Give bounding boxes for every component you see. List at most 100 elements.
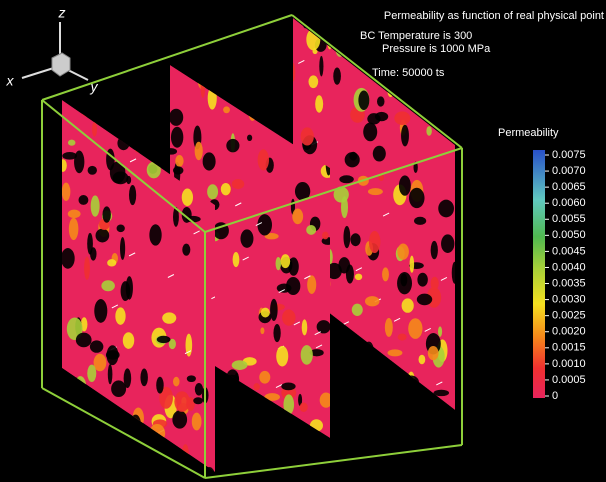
blob xyxy=(222,407,226,422)
blob xyxy=(164,442,172,466)
colorbar-tick-label: 0.0015 xyxy=(552,342,586,354)
blob xyxy=(120,237,125,260)
blob xyxy=(302,319,308,335)
blob xyxy=(397,244,409,260)
blob xyxy=(385,318,393,337)
blob xyxy=(62,183,71,201)
blob xyxy=(419,355,426,365)
blob xyxy=(345,152,360,167)
blob xyxy=(135,147,147,153)
vector xyxy=(80,479,86,482)
blob xyxy=(264,393,280,401)
blob xyxy=(322,232,329,240)
blob xyxy=(355,274,362,281)
blob xyxy=(195,142,203,160)
blob xyxy=(223,412,236,430)
blob xyxy=(96,229,110,243)
blob xyxy=(417,294,432,306)
blob xyxy=(408,318,422,339)
blob xyxy=(226,139,239,152)
vector xyxy=(372,409,378,412)
blob xyxy=(175,155,183,167)
colorbar-tick-label: 0.0070 xyxy=(552,165,586,177)
blob xyxy=(245,442,254,457)
blob xyxy=(373,146,386,162)
blob xyxy=(369,231,380,253)
blob xyxy=(116,456,122,468)
blob xyxy=(117,136,129,150)
blob xyxy=(84,257,90,280)
blob xyxy=(232,179,244,189)
blob xyxy=(410,256,415,273)
blob xyxy=(452,102,458,116)
blob xyxy=(414,217,426,225)
blob xyxy=(301,345,313,365)
vector xyxy=(96,473,102,476)
blob xyxy=(75,376,86,395)
colorbar-tick-label: 0 xyxy=(552,390,558,402)
blob xyxy=(115,307,125,324)
blob xyxy=(263,402,272,415)
blob xyxy=(92,122,97,137)
blob xyxy=(56,473,70,482)
blob xyxy=(92,97,101,115)
vector xyxy=(104,409,110,412)
blob xyxy=(253,59,268,73)
colorbar-tick-label: 0.0030 xyxy=(552,294,586,306)
blob xyxy=(401,125,409,147)
blob xyxy=(133,121,148,131)
blob xyxy=(397,272,412,294)
blob xyxy=(361,366,373,381)
blob xyxy=(160,128,164,144)
blob xyxy=(431,241,438,259)
axis-label: z xyxy=(58,5,66,21)
blob xyxy=(398,333,407,340)
blob xyxy=(301,127,314,145)
blob xyxy=(409,406,415,416)
blob xyxy=(291,63,295,81)
blob xyxy=(276,257,281,270)
blob xyxy=(377,96,384,106)
blob xyxy=(140,369,147,387)
blob xyxy=(162,312,176,323)
blob xyxy=(261,59,274,75)
blob xyxy=(276,346,288,367)
colorbar-tick-label: 0.0050 xyxy=(552,229,586,241)
vector xyxy=(330,348,336,351)
blob xyxy=(258,149,269,170)
blob xyxy=(81,103,91,113)
blob xyxy=(339,175,354,183)
blob xyxy=(221,183,231,195)
blob xyxy=(114,91,121,110)
vector xyxy=(266,75,272,78)
blob xyxy=(157,102,169,122)
info-line: Pressure is 1000 MPa xyxy=(382,43,491,55)
blob xyxy=(200,62,204,76)
blob xyxy=(68,210,81,218)
blob xyxy=(195,383,203,395)
info-line: Time: 50000 ts xyxy=(372,67,445,79)
blob xyxy=(88,421,94,435)
blob xyxy=(169,109,183,126)
blob xyxy=(281,382,295,390)
blob xyxy=(259,371,270,384)
blob xyxy=(233,252,240,267)
vector xyxy=(395,374,401,377)
blob xyxy=(121,281,131,301)
blob xyxy=(452,262,458,284)
blob xyxy=(193,397,203,404)
blob xyxy=(173,166,183,174)
blob xyxy=(182,244,190,256)
blob xyxy=(438,326,442,336)
blob xyxy=(317,320,331,333)
axis-label: x xyxy=(6,73,15,89)
blob xyxy=(108,364,113,384)
blob xyxy=(232,360,248,370)
blob xyxy=(107,259,116,266)
blob xyxy=(438,200,454,218)
blob xyxy=(229,433,244,455)
blob xyxy=(90,340,103,352)
blob xyxy=(62,431,73,446)
blob xyxy=(81,425,96,440)
blob xyxy=(69,218,79,240)
